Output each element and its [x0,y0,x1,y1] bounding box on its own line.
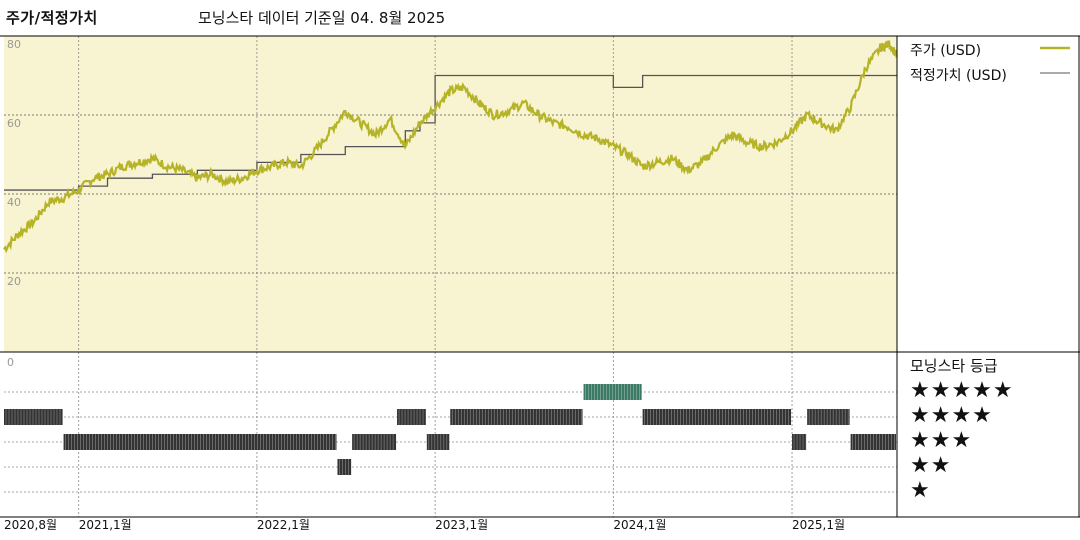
rating-band-block [63,434,337,450]
y-tick-label: 80 [7,38,21,51]
rating-band-block [397,409,426,425]
x-tick-label: 2023,1월 [435,518,489,532]
x-tick-label: 2025,1월 [792,518,846,532]
star-row-1: ★ [910,478,931,503]
chart-subtitle: 모닝스타 데이터 기준일 04. 8월 2025 [198,9,446,27]
rating-section-title: 모닝스타 등급 [910,357,998,375]
rating-band-3-star [63,434,337,450]
rating-band-block [352,434,397,450]
rating-band-3-star [850,434,896,450]
x-tick-label: 2021,1월 [78,518,132,532]
rating-band-block [4,409,63,425]
rating-band-block [426,434,450,450]
rating-band-4-star [450,409,583,425]
star-row-3: ★★★ [910,428,973,453]
fair-value-line [4,74,897,191]
rating-band-4-star [4,409,63,425]
x-tick-label: 2022,1월 [256,518,310,532]
rating-band-2-star [337,459,352,475]
rating-band-4-star [642,409,792,425]
star-row-4: ★★★★ [910,403,993,428]
y-tick-label: 0 [7,356,14,369]
rating-band-3-star [352,434,397,450]
rating-band-5-star [583,384,642,400]
x-tick-label: 2024,1월 [613,518,667,532]
legend-price-label: 주가 (USD) [910,43,982,59]
rating-band-block [850,434,896,450]
rating-band-4-star [397,409,426,425]
y-tick-label: 60 [7,117,21,130]
price-line [3,40,898,254]
rating-band-block [807,409,850,425]
star-row-5: ★★★★★ [910,378,1014,403]
rating-band-3-star [426,434,450,450]
rating-band-block [337,459,352,475]
y-tick-label: 20 [7,275,21,288]
rating-band-block [792,434,807,450]
chart-title: 주가/적정가치 [6,9,98,27]
rating-band-block [583,384,642,400]
legend-fair-value-label: 적정가치 (USD) [910,68,1007,84]
x-tick-label: 2020,8월 [4,518,58,532]
rating-band-4-star [807,409,850,425]
rating-band-block [642,409,792,425]
star-row-2: ★★ [910,453,952,478]
rating-band-3-star [792,434,807,450]
y-tick-label: 40 [7,196,21,209]
rating-band-block [450,409,583,425]
